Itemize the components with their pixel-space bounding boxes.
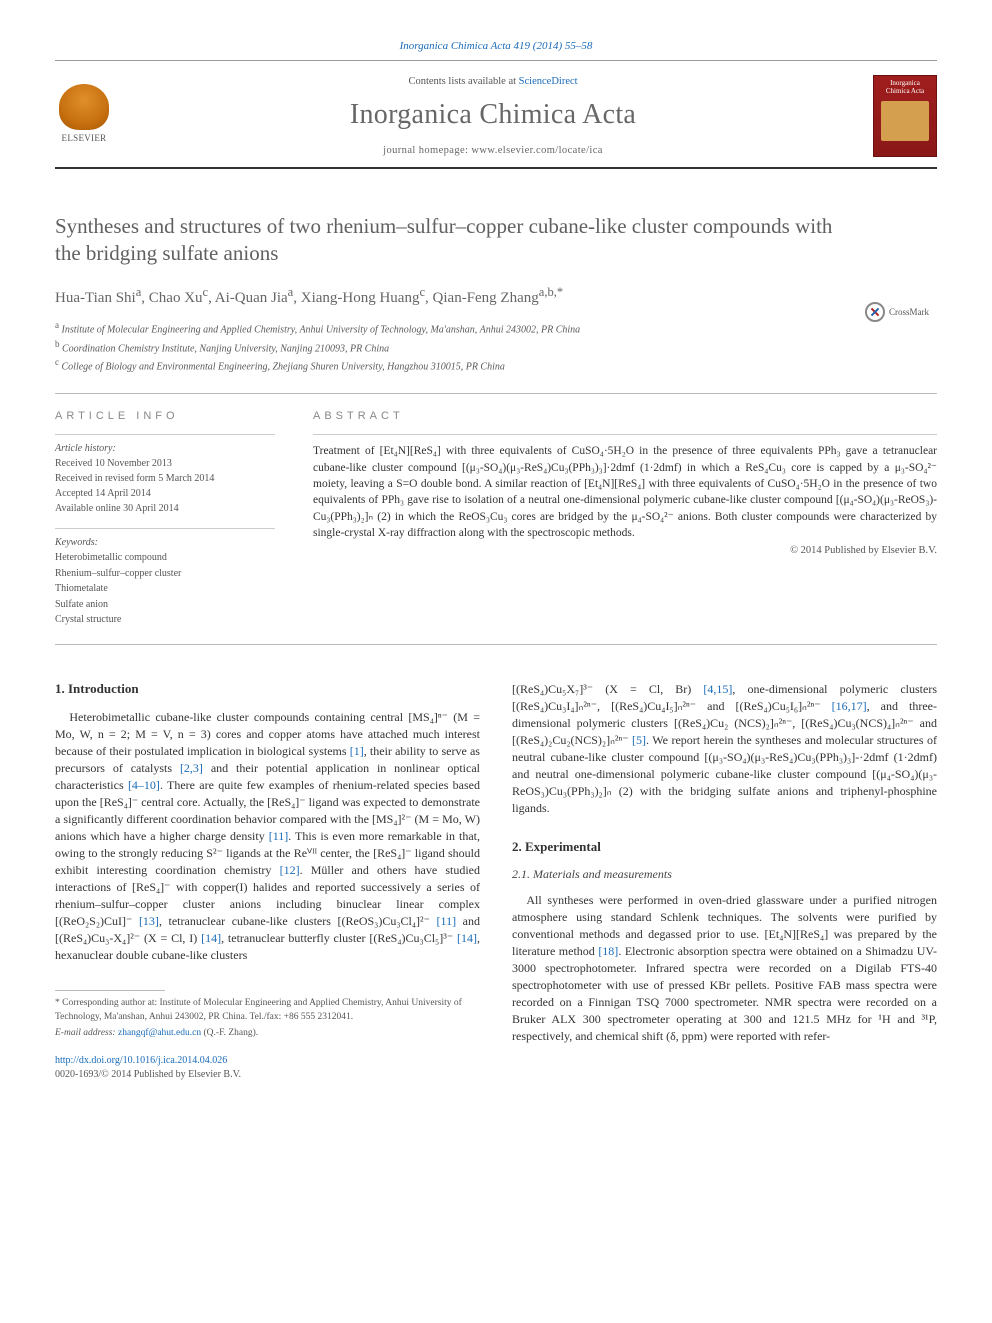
corresponding-author-footnote: * Corresponding author at: Institute of …	[55, 997, 480, 1024]
footnote-label: * Corresponding author at:	[55, 998, 157, 1008]
affiliation-text: Institute of Molecular Engineering and A…	[62, 324, 581, 335]
email-footnote: E-mail address: zhangqf@ahut.edu.cn (Q.-…	[55, 1027, 480, 1040]
doi-link[interactable]: http://dx.doi.org/10.1016/j.ica.2014.04.…	[55, 1055, 227, 1066]
divider	[55, 434, 275, 435]
elsevier-logo[interactable]: ELSEVIER	[55, 84, 113, 148]
footnote-separator	[55, 990, 165, 991]
email-link[interactable]: zhangqf@ahut.edu.cn	[118, 1028, 201, 1038]
keyword: Rhenium–sulfur–copper cluster	[55, 566, 275, 582]
article-info-heading: ARTICLE INFO	[55, 410, 275, 422]
affiliation-list: a Institute of Molecular Engineering and…	[55, 319, 937, 375]
abstract-heading: ABSTRACT	[313, 410, 937, 422]
affiliation-label: c	[55, 357, 59, 367]
article-title: Syntheses and structures of two rhenium–…	[55, 213, 937, 267]
affiliation-label: b	[55, 339, 60, 349]
homepage-line: journal homepage: www.elsevier.com/locat…	[131, 145, 855, 156]
intro-paragraph: Heterobimetallic cubane-like cluster com…	[55, 709, 480, 964]
history-label: Article history:	[55, 443, 275, 454]
issn-copyright: 0020-1693/© 2014 Published by Elsevier B…	[55, 1069, 241, 1080]
section-heading-intro: 1. Introduction	[55, 681, 480, 697]
keyword: Heterobimetallic compound	[55, 550, 275, 566]
elsevier-tree-icon	[59, 84, 109, 130]
affiliation: c College of Biology and Environmental E…	[55, 356, 937, 375]
contents-lists-line: Contents lists available at ScienceDirec…	[131, 76, 855, 87]
crossmark-icon	[865, 302, 885, 322]
author-list: Hua-Tian Shia, Chao Xuc, Ai-Quan Jiaa, X…	[55, 285, 937, 307]
keyword: Crystal structure	[55, 612, 275, 628]
history-line: Available online 30 April 2014	[55, 501, 275, 516]
elsevier-text: ELSEVIER	[62, 133, 107, 143]
sciencedirect-link[interactable]: ScienceDirect	[519, 76, 578, 87]
divider	[55, 528, 275, 529]
history-line: Accepted 14 April 2014	[55, 486, 275, 501]
email-suffix: (Q.-F. Zhang).	[201, 1028, 258, 1038]
divider	[55, 644, 937, 645]
divider	[55, 393, 937, 394]
affiliation-label: a	[55, 320, 59, 330]
affiliation: b Coordination Chemistry Institute, Nanj…	[55, 338, 937, 357]
affiliation: a Institute of Molecular Engineering and…	[55, 319, 937, 338]
intro-continuation: [(ReS₄)Cu₅X₇]³⁻ (X = Cl, Br) [4,15], one…	[512, 681, 937, 817]
affiliation-text: Coordination Chemistry Institute, Nanjin…	[62, 343, 389, 354]
crossmark-text: CrossMark	[889, 307, 929, 317]
subsection-heading-materials: 2.1. Materials and measurements	[512, 867, 937, 882]
cover-image-icon	[881, 101, 929, 141]
keywords-label: Keywords:	[55, 537, 275, 548]
abstract-text: Treatment of [Et₄N][ReS₄] with three equ…	[313, 443, 937, 541]
divider	[313, 434, 937, 435]
crossmark-badge[interactable]: CrossMark	[865, 300, 937, 324]
cover-title: Inorganica Chimica Acta	[878, 80, 932, 95]
citation-line: Inorganica Chimica Acta 419 (2014) 55–58	[55, 40, 937, 52]
journal-homepage-link[interactable]: www.elsevier.com/locate/ica	[471, 145, 602, 156]
history-line: Received in revised form 5 March 2014	[55, 471, 275, 486]
doi-block: http://dx.doi.org/10.1016/j.ica.2014.04.…	[55, 1054, 480, 1082]
section-heading-experimental: 2. Experimental	[512, 839, 937, 855]
homepage-prefix: journal homepage:	[383, 145, 471, 156]
contents-prefix: Contents lists available at	[408, 76, 518, 87]
journal-name: Inorganica Chimica Acta	[131, 99, 855, 131]
email-label: E-mail address:	[55, 1028, 116, 1038]
keyword: Sulfate anion	[55, 597, 275, 613]
affiliation-text: College of Biology and Environmental Eng…	[62, 362, 505, 373]
history-line: Received 10 November 2013	[55, 456, 275, 471]
keyword: Thiometalate	[55, 581, 275, 597]
copyright-line: © 2014 Published by Elsevier B.V.	[313, 545, 937, 556]
journal-header: ELSEVIER Contents lists available at Sci…	[55, 60, 937, 169]
journal-cover-thumbnail[interactable]: Inorganica Chimica Acta	[873, 75, 937, 157]
materials-paragraph: All syntheses were performed in oven-dri…	[512, 892, 937, 1045]
